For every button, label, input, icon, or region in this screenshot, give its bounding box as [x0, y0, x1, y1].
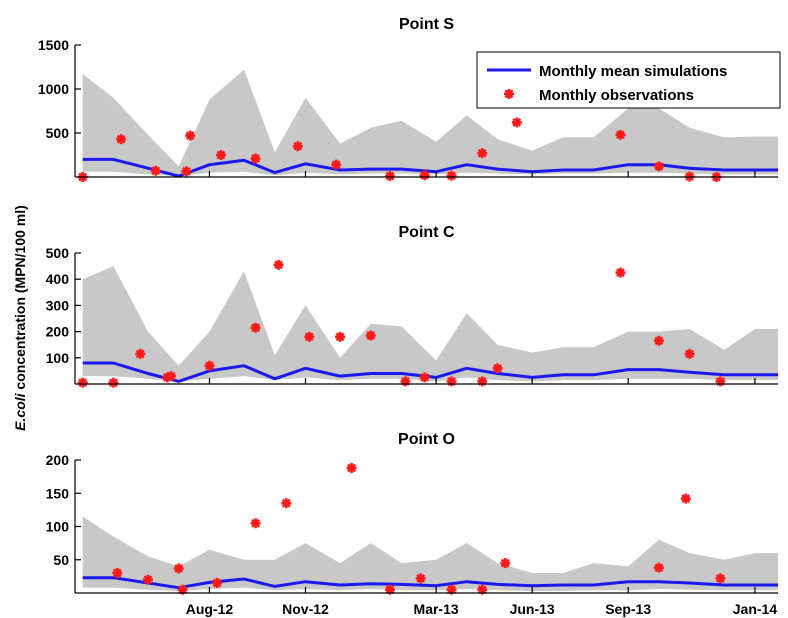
legend-box — [476, 51, 781, 109]
observation-point — [135, 348, 146, 359]
observation-point — [446, 376, 457, 387]
observation-point — [684, 348, 695, 359]
observation-point — [292, 141, 303, 152]
observation-point — [273, 259, 284, 270]
observation-point — [177, 584, 188, 595]
observation-point — [415, 573, 426, 584]
plot-area — [82, 516, 778, 591]
observation-point — [715, 573, 726, 584]
panel-2: 100 200 300 400 500 Point C — [46, 224, 778, 388]
observation-point — [615, 267, 626, 278]
legend-label-observation: Monthly observations — [539, 87, 694, 104]
x-tick-label: Nov-12 — [282, 601, 329, 617]
y-tick-label: 150 — [46, 485, 70, 501]
observation-point — [365, 330, 376, 341]
observation-point — [615, 129, 626, 140]
observation-point — [331, 159, 342, 170]
observation-point — [204, 360, 215, 371]
y-tick-label: 300 — [46, 297, 70, 313]
x-tick-label: Mar-13 — [414, 601, 459, 617]
observation-point — [162, 372, 173, 383]
uncertainty-band — [82, 516, 778, 591]
observation-point — [346, 463, 357, 473]
observation-point — [492, 363, 503, 374]
observation-point — [150, 165, 161, 176]
simulation-line — [82, 576, 778, 590]
observation-point — [250, 322, 261, 333]
observation-point — [477, 148, 488, 159]
observation-point — [500, 558, 511, 569]
panel-title: Point O — [398, 431, 455, 448]
plot-area — [82, 266, 778, 383]
observation-point — [419, 170, 430, 181]
observation-point — [446, 170, 457, 181]
panel-title: Point S — [399, 16, 454, 33]
observation-point — [653, 562, 664, 573]
observation-point — [108, 377, 119, 388]
observation-point — [250, 518, 261, 529]
observation-point — [653, 335, 664, 346]
y-tick-label: 1500 — [38, 37, 69, 53]
observation-point — [143, 574, 153, 585]
panel-title: Point C — [399, 224, 455, 241]
observation-point — [185, 130, 196, 141]
panel-1: 500 1000 1500 Point S — [38, 16, 778, 182]
observation-point — [419, 372, 430, 383]
y-tick-label: 400 — [46, 271, 70, 287]
observation-point — [212, 578, 223, 588]
observation-point — [335, 331, 346, 342]
legend-marker-swatch — [504, 89, 514, 99]
y-tick-label: 100 — [46, 519, 70, 535]
panel-3: 50 100 150 200 Aug-12 Nov-12 Mar-13 Jun-13 Sep-1… — [46, 431, 778, 617]
observation-point — [511, 117, 522, 128]
x-tick-label: Aug-12 — [186, 601, 234, 617]
observation-point — [680, 493, 691, 504]
observation-point — [116, 134, 127, 145]
observation-point — [400, 376, 411, 387]
observation-point — [250, 153, 261, 164]
observation-point — [216, 150, 226, 160]
y-tick-label: 100 — [46, 350, 70, 366]
observation-point — [385, 171, 395, 182]
x-tick-label: Jun-13 — [510, 601, 555, 617]
x-tick-label: Jan-14 — [733, 601, 778, 617]
observation-point — [477, 376, 488, 387]
y-tick-label: 500 — [46, 245, 70, 261]
observation-point — [653, 161, 664, 172]
uncertainty-band — [82, 266, 778, 382]
observation-point — [173, 563, 184, 574]
y-tick-label: 50 — [53, 552, 69, 568]
observation-point — [281, 498, 292, 509]
y-axis-label: E.coli concentration (MPN/100 ml) — [12, 205, 28, 431]
observation-point — [715, 376, 726, 387]
y-tick-label: 200 — [46, 452, 70, 468]
y-tick-label: 200 — [46, 324, 70, 340]
y-tick-label: 500 — [46, 125, 70, 141]
x-tick-label: Sep-13 — [605, 601, 651, 617]
simulation-line — [82, 361, 778, 383]
y-tick-label: 1000 — [38, 81, 69, 97]
uncertainty-band — [82, 69, 778, 177]
observation-point — [304, 331, 315, 342]
observation-point — [77, 377, 88, 388]
observation-point — [181, 166, 192, 177]
legend: Monthly mean simulations Monthly observat… — [476, 51, 781, 109]
observation-point — [112, 568, 123, 578]
legend-label-simulation: Monthly mean simulations — [539, 63, 727, 80]
